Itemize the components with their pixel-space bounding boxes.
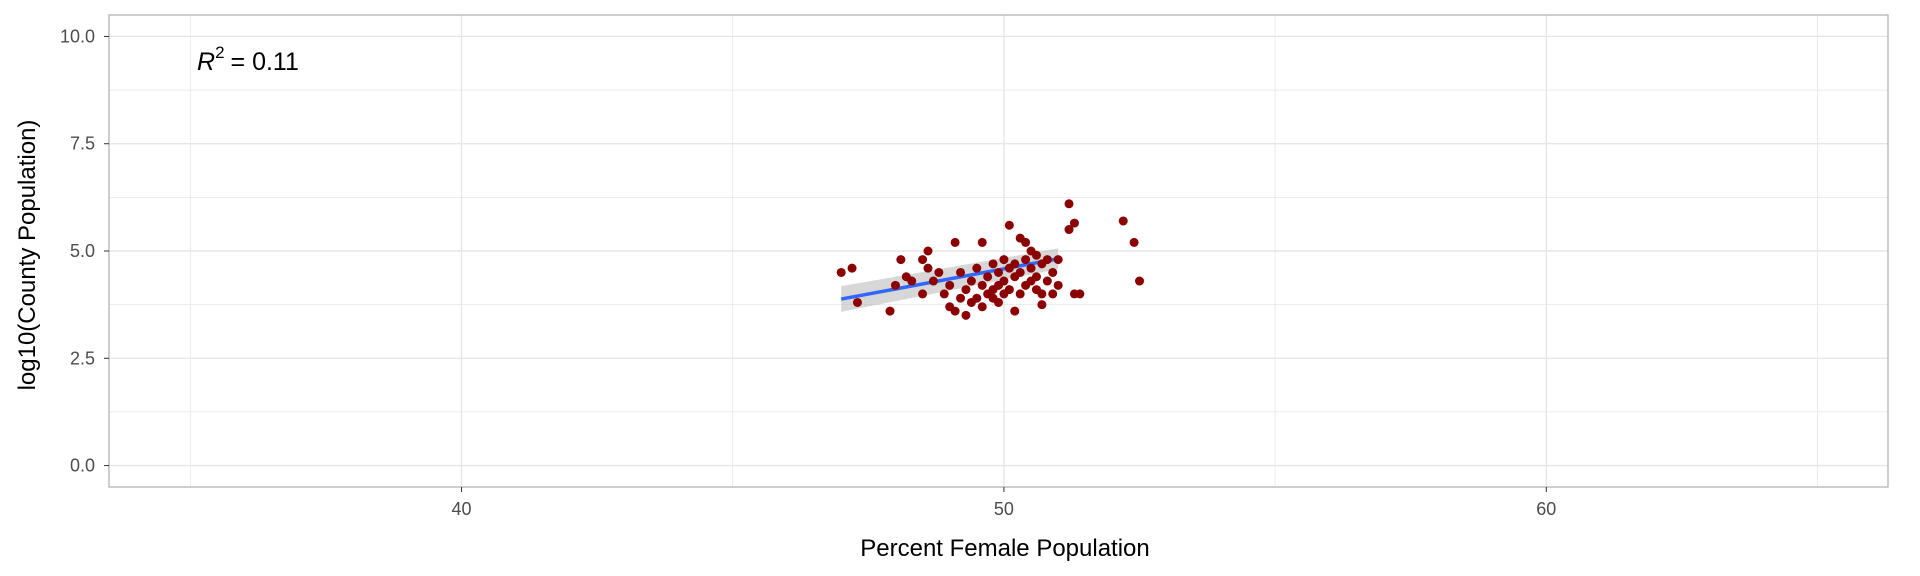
x-tick-label: 50 [994, 499, 1014, 519]
data-point [1021, 237, 1031, 247]
data-point [1135, 276, 1145, 286]
data-point [956, 293, 966, 303]
data-point [1031, 272, 1041, 282]
y-axis-title: log10(County Population) [14, 120, 41, 391]
data-point [907, 276, 917, 286]
r-squared-exponent: 2 [215, 43, 224, 62]
data-point [1042, 276, 1052, 286]
r-squared-value: = 0.11 [231, 48, 299, 76]
data-point [1048, 267, 1058, 277]
data-point [977, 280, 987, 290]
data-point [1053, 280, 1063, 290]
data-point [1118, 216, 1128, 226]
data-point [961, 285, 971, 295]
fit-line-layer [840, 257, 1059, 301]
x-axis-title: Percent Female Population [860, 535, 1150, 562]
y-tick-label: 5.0 [70, 241, 95, 261]
r-squared-symbol: R [197, 48, 215, 76]
data-point [918, 255, 928, 265]
data-point [950, 237, 960, 247]
data-point [1069, 218, 1079, 228]
data-point [1042, 255, 1052, 265]
y-tick-label: 2.5 [70, 348, 95, 368]
y-tick-label: 7.5 [70, 134, 95, 154]
data-point [977, 237, 987, 247]
data-point [939, 289, 949, 299]
grid-layer [109, 15, 1888, 487]
data-point [945, 280, 955, 290]
r-squared-annotation: R2 = 0.11 [197, 43, 299, 76]
data-point [934, 267, 944, 277]
tick-labels-layer: 40 50 60 0.0 2.5 5.0 7.5 10.0 [60, 26, 1556, 519]
y-tick-label: 10.0 [60, 26, 95, 46]
data-point [1010, 306, 1020, 316]
x-tick-label: 60 [1536, 499, 1556, 519]
data-point [923, 246, 933, 256]
data-point [988, 259, 998, 269]
data-point [1064, 225, 1074, 235]
data-point [1075, 289, 1085, 299]
data-point [1048, 289, 1058, 299]
data-point [1037, 289, 1047, 299]
data-points-layer [836, 199, 1145, 320]
data-point [983, 272, 993, 282]
data-point [1026, 263, 1036, 273]
data-point [1053, 255, 1063, 265]
x-tick-label: 40 [452, 499, 472, 519]
data-point [972, 293, 982, 303]
data-point [836, 267, 846, 277]
data-point [1015, 289, 1025, 299]
data-point [994, 267, 1003, 277]
data-point [950, 306, 960, 316]
data-point [972, 263, 982, 273]
data-point [1004, 285, 1014, 295]
data-point [999, 276, 1009, 286]
data-point [918, 289, 928, 299]
regression-line [840, 257, 1059, 301]
data-point [923, 263, 933, 273]
data-point [966, 276, 976, 286]
data-point [847, 263, 857, 273]
data-point [1064, 199, 1074, 209]
data-point [852, 297, 862, 307]
data-point [928, 276, 938, 286]
data-point [1010, 259, 1020, 269]
data-point [961, 310, 971, 320]
data-point [1037, 300, 1047, 310]
data-point [999, 255, 1009, 265]
data-point [977, 302, 987, 312]
data-point [1031, 250, 1041, 260]
data-point [890, 280, 900, 290]
data-point [994, 297, 1003, 307]
data-point [1021, 255, 1031, 265]
data-point [885, 306, 895, 316]
data-point [896, 255, 906, 265]
data-point [1004, 220, 1014, 230]
y-tick-label: 0.0 [70, 456, 95, 476]
data-point [956, 267, 966, 277]
data-point [1129, 237, 1139, 247]
data-point [1015, 267, 1025, 277]
